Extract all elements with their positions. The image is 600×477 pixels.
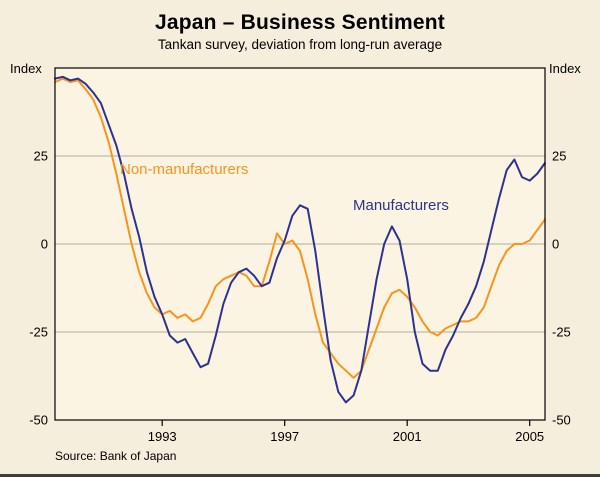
- x-tick-label-1997: 1997: [270, 429, 299, 444]
- chart-title: Japan – Business Sentiment: [155, 11, 445, 34]
- source-note: Source: Bank of Japan: [55, 449, 177, 463]
- y-tick-label-left--25: -25: [29, 325, 48, 340]
- x-tick-label-2001: 2001: [393, 429, 422, 444]
- y-tick-label-left-25: 25: [34, 149, 48, 164]
- y-tick-label-right-0: 0: [552, 237, 559, 252]
- x-tick-label-2005: 2005: [515, 429, 544, 444]
- y-tick-label-right--50: -50: [552, 413, 571, 428]
- series-line-manufacturers: [54, 75, 546, 404]
- y-tick-label-right-25: 25: [552, 149, 566, 164]
- series-label-manufacturers: Manufacturers: [353, 197, 449, 214]
- series-label-non-manufacturers: Non-manufacturers: [120, 161, 249, 178]
- x-tick-label-1993: 1993: [148, 429, 177, 444]
- y-tick-label-left-0: 0: [41, 237, 48, 252]
- series-line-non-manufacturers: [54, 77, 546, 379]
- y-tick-label-left--50: -50: [29, 413, 48, 428]
- chart-subtitle: Tankan survey, deviation from long-run a…: [157, 37, 443, 52]
- y-axis-unit-left: Index: [10, 61, 42, 76]
- y-tick-label-right--25: -25: [552, 325, 571, 340]
- y-axis-unit-right: Index: [549, 61, 581, 76]
- bottom-divider: [0, 474, 600, 477]
- plot-frame: [54, 67, 546, 421]
